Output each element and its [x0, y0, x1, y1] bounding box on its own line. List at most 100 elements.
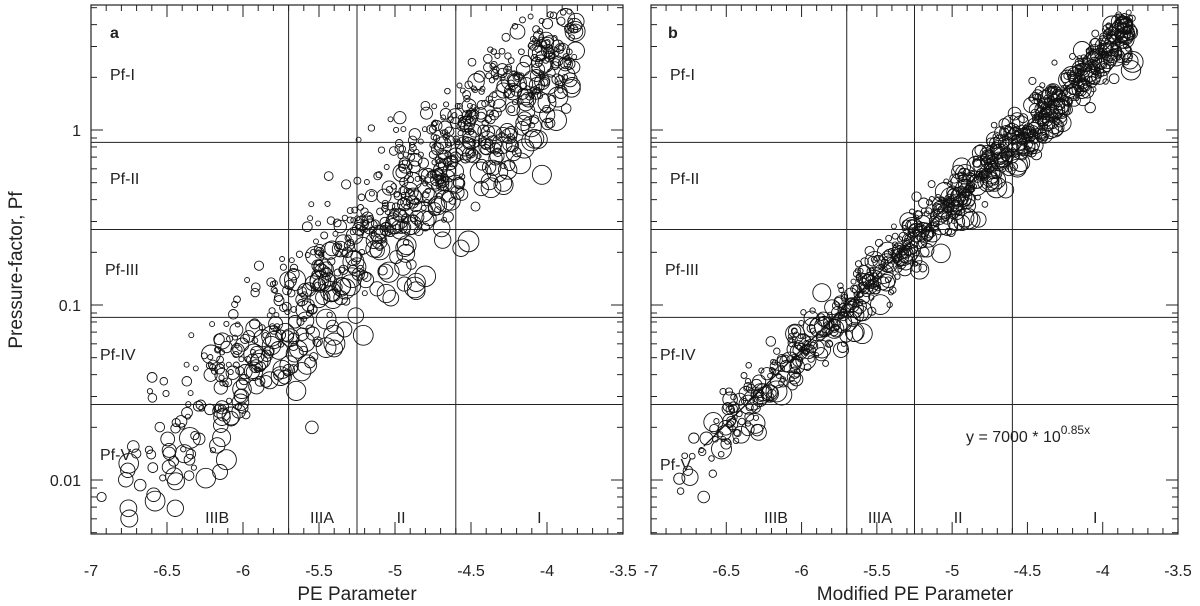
- data-point: [567, 12, 585, 30]
- data-point: [207, 354, 214, 361]
- data-point: [946, 201, 966, 221]
- data-point: [226, 397, 233, 404]
- data-point: [911, 262, 922, 273]
- data-point: [511, 23, 519, 30]
- data-point: [431, 103, 438, 110]
- data-point: [880, 272, 897, 288]
- data-point: [273, 312, 280, 319]
- data-point: [488, 151, 503, 166]
- data-point: [434, 167, 443, 177]
- data-point: [474, 107, 488, 120]
- x-tick-label: -5: [945, 563, 959, 580]
- data-point: [870, 294, 891, 315]
- data-point: [946, 228, 956, 238]
- data-point: [354, 215, 370, 231]
- data-point: [682, 465, 694, 476]
- data-point: [167, 472, 185, 491]
- data-point: [209, 437, 226, 454]
- data-point: [1017, 127, 1031, 140]
- data-point: [823, 321, 831, 328]
- data-point: [313, 243, 326, 256]
- data-point: [812, 283, 832, 303]
- data-point: [357, 271, 375, 289]
- x-region-label: IIIA: [310, 510, 334, 527]
- data-point: [448, 197, 457, 205]
- data-point: [408, 128, 421, 141]
- data-point: [146, 388, 153, 395]
- data-point: [315, 337, 337, 358]
- data-point: [225, 365, 240, 380]
- data-point: [760, 367, 774, 381]
- data-point: [179, 427, 201, 449]
- data-point: [273, 369, 285, 381]
- data-point: [396, 276, 412, 292]
- data-point: [396, 235, 417, 256]
- data-point: [957, 171, 968, 182]
- data-point: [315, 220, 322, 227]
- data-point: [320, 281, 341, 302]
- data-point: [511, 70, 518, 77]
- data-point: [927, 180, 936, 189]
- data-point: [673, 472, 686, 485]
- data-point: [184, 413, 191, 420]
- data-point: [1036, 97, 1056, 116]
- data-point: [297, 283, 313, 298]
- data-point: [509, 152, 532, 175]
- data-point: [509, 23, 526, 40]
- data-point: [350, 217, 357, 224]
- data-point: [448, 147, 464, 163]
- data-point: [332, 230, 339, 237]
- data-point: [326, 311, 333, 319]
- data-point: [362, 219, 369, 227]
- data-point: [159, 377, 169, 386]
- data-point: [467, 73, 485, 91]
- data-point: [434, 231, 452, 249]
- data-point: [765, 380, 788, 403]
- data-point: [566, 17, 583, 34]
- data-point: [295, 250, 304, 258]
- data-point: [809, 307, 816, 314]
- data-point: [962, 211, 981, 230]
- panel-b-x-axis-title: Modified PE Parameter: [817, 584, 1014, 605]
- data-point: [133, 478, 147, 492]
- data-point: [861, 274, 875, 287]
- data-point: [934, 193, 942, 201]
- data-point: [475, 111, 487, 123]
- data-point: [309, 289, 328, 309]
- data-point: [900, 247, 912, 259]
- y-tick-label: 1: [72, 123, 81, 140]
- data-point: [1076, 69, 1089, 83]
- data-point: [528, 129, 548, 149]
- data-point: [505, 101, 521, 117]
- data-point: [389, 250, 403, 264]
- data-point: [301, 282, 317, 297]
- data-point: [305, 324, 315, 335]
- data-point: [920, 207, 927, 214]
- data-point: [864, 281, 873, 290]
- data-point: [479, 85, 486, 92]
- data-point: [420, 106, 433, 120]
- data-point: [235, 337, 250, 352]
- data-point: [397, 197, 411, 212]
- data-point: [538, 18, 545, 24]
- data-point: [218, 374, 225, 381]
- data-point: [719, 387, 727, 396]
- data-point: [850, 284, 859, 293]
- data-point: [473, 70, 486, 83]
- data-point: [1072, 41, 1092, 60]
- data-point: [232, 344, 243, 355]
- data-point: [981, 201, 989, 208]
- data-point: [248, 378, 265, 395]
- data-point: [832, 341, 850, 358]
- x-tick-label: -6: [236, 563, 250, 580]
- data-point: [790, 327, 798, 335]
- data-point: [777, 364, 785, 373]
- data-point: [1041, 102, 1049, 109]
- data-point: [511, 147, 522, 158]
- data-point: [287, 267, 300, 281]
- data-point: [1103, 54, 1113, 64]
- data-point: [883, 248, 894, 259]
- data-point: [1116, 15, 1129, 28]
- data-point: [456, 142, 474, 161]
- data-point: [119, 499, 138, 518]
